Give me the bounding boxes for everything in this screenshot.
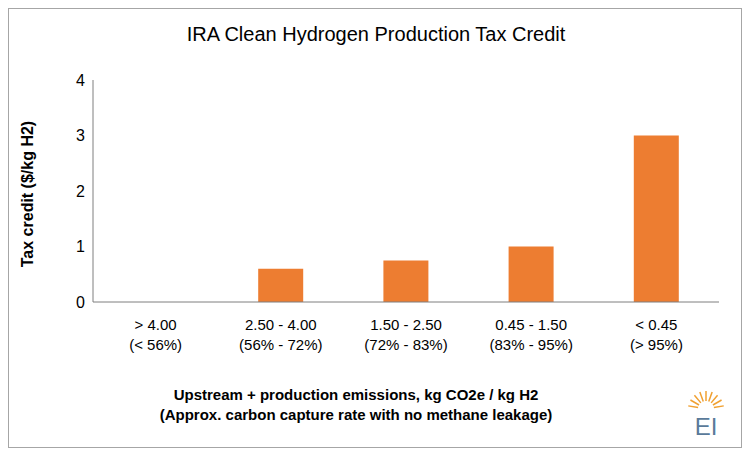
svg-text:1.50 - 2.50(72% - 83%): 1.50 - 2.50(72% - 83%) — [364, 316, 447, 353]
svg-text:1: 1 — [76, 238, 85, 255]
svg-text:EI: EI — [695, 413, 718, 440]
svg-text:2.50 - 4.00(56% - 72%): 2.50 - 4.00(56% - 72%) — [239, 316, 322, 353]
svg-text:4: 4 — [76, 72, 85, 89]
html-text:Tax credit ($/kg H2): Tax credit ($/kg H2) — [19, 120, 36, 268]
svg-text:< 0.45(> 95%): < 0.45(> 95%) — [630, 316, 683, 353]
svg-text:2: 2 — [76, 183, 85, 200]
html-text:Upstream + production emission: Upstream + production emissions, kg CO2e… — [173, 386, 539, 403]
svg-text:3: 3 — [76, 127, 85, 144]
svg-text:0.45 - 1.50(83% - 95%): 0.45 - 1.50(83% - 95%) — [490, 316, 573, 353]
svg-text:> 4.00(< 56%): > 4.00(< 56%) — [129, 316, 182, 353]
svg-text:0: 0 — [76, 294, 85, 311]
html-text:IRA Clean Hydrogen Production: IRA Clean Hydrogen Production Tax Credit — [186, 23, 566, 45]
html-text:(Approx. carbon capture rate w: (Approx. carbon capture rate with no met… — [159, 406, 553, 423]
